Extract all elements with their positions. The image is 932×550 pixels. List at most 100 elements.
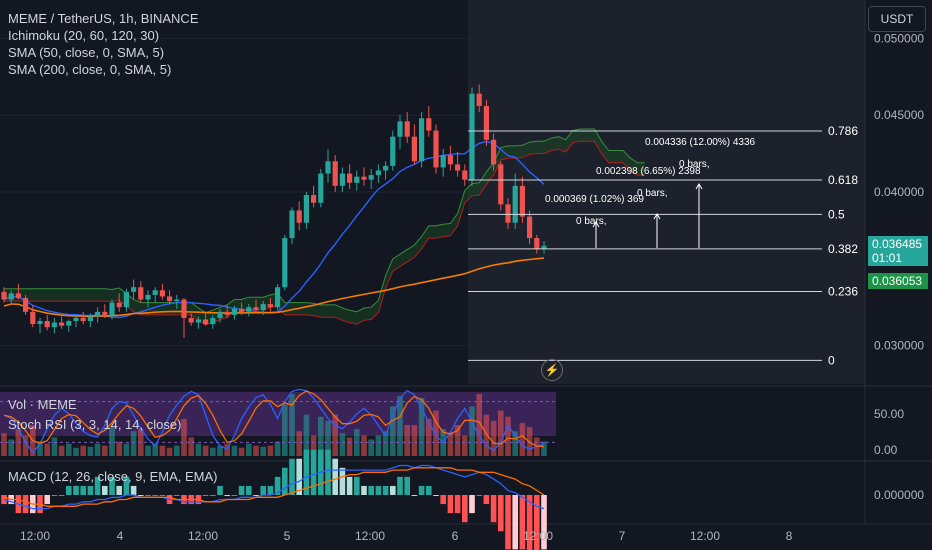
candle-body xyxy=(325,161,331,174)
volume-bar xyxy=(73,447,79,456)
candle-countdown: 01:01 xyxy=(872,251,903,265)
volume-bar xyxy=(253,445,259,456)
cloud-span-a xyxy=(4,128,645,314)
candle-body xyxy=(491,139,497,165)
volume-bar xyxy=(462,435,468,456)
candle-body xyxy=(440,155,446,168)
fib-retracement: 0.786 0.618 0.5 0.382 0.236 0 xyxy=(468,124,858,367)
time-tick: 4 xyxy=(117,529,124,543)
candle-body xyxy=(51,322,57,328)
measure-arrowhead xyxy=(592,221,600,228)
macd-histogram-bar xyxy=(87,485,94,495)
volume-bar xyxy=(289,394,295,456)
macd-histogram-bar xyxy=(202,495,209,496)
candle-body xyxy=(159,290,165,297)
volume-bar xyxy=(109,427,115,456)
time-tick: 12:00 xyxy=(690,529,720,543)
candle-body xyxy=(469,93,475,180)
volume-bar xyxy=(397,396,403,456)
measure-label: 0.002398 (6.65%) 2398 xyxy=(596,166,701,177)
candle-body xyxy=(527,216,533,239)
measure-bars: 0 bars, xyxy=(679,159,710,170)
volume-bar xyxy=(66,443,72,456)
candle-body xyxy=(361,176,367,180)
indicator-ichimoku[interactable]: Ichimoku (20, 60, 120, 30) xyxy=(8,28,160,43)
candle-body xyxy=(131,287,137,292)
macd-histogram-bar xyxy=(102,485,108,495)
macd-histogram-bar xyxy=(246,485,252,495)
time-tick: 12:00 xyxy=(188,529,218,543)
lightning-icon[interactable]: ⚡ xyxy=(541,359,563,381)
fib-level-label: 0.786 xyxy=(828,124,858,138)
macd-label[interactable]: MACD (12, 26, close, 9, EMA, EMA) xyxy=(8,469,218,484)
grid xyxy=(0,0,932,525)
candle-body xyxy=(483,105,489,140)
macd-histogram-bar xyxy=(260,485,266,495)
time-tick: 6 xyxy=(452,529,459,543)
currency-button[interactable]: USDT xyxy=(868,6,926,32)
measure-bars: 0 bars, xyxy=(576,216,607,227)
candle-body xyxy=(332,161,338,186)
candle-body xyxy=(80,317,86,322)
volume-bar xyxy=(116,441,122,456)
volume-bar xyxy=(404,425,410,456)
candle-body xyxy=(44,321,50,328)
macd-histogram-bar xyxy=(152,495,158,496)
macd-histogram-bar xyxy=(426,485,432,495)
candle-body xyxy=(152,290,158,295)
volume-label[interactable]: Vol · MEME xyxy=(8,397,77,412)
candle-body xyxy=(462,170,468,180)
candle-body xyxy=(37,321,43,325)
candle-body xyxy=(339,173,345,186)
macd-histogram-bar xyxy=(289,458,295,495)
macd-histogram-bar xyxy=(361,485,367,495)
time-tick: 8 xyxy=(786,529,793,543)
macd-histogram-bar xyxy=(267,485,274,495)
candle-body xyxy=(311,195,317,203)
volume-bar xyxy=(174,445,180,456)
volume-bar xyxy=(159,445,166,456)
volume-bar xyxy=(325,420,331,456)
indicator-sma-50[interactable]: SMA (50, close, 0, SMA, 5) xyxy=(8,45,165,60)
macd-histogram-bar xyxy=(282,467,288,495)
candle-body xyxy=(167,296,173,302)
volume-bar xyxy=(310,435,317,456)
macd-histogram-bar xyxy=(541,495,547,550)
macd-histogram-bar xyxy=(404,476,410,495)
ichimoku-price-tag: 0.036053 xyxy=(868,273,928,289)
time-tick: 7 xyxy=(619,529,626,543)
macd-histogram-bar xyxy=(159,495,166,496)
volume-bar xyxy=(51,437,58,456)
measure-label: 0.004336 (12.00%) 4336 xyxy=(645,137,756,148)
volume-bar xyxy=(238,447,245,456)
volume-bar xyxy=(368,439,374,456)
macd-histogram-bar xyxy=(123,476,130,495)
cloud-span-b xyxy=(4,140,645,326)
stoch-rsi-label[interactable]: Stoch RSI (3, 3, 14, 14, close) xyxy=(8,417,182,432)
volume-bar xyxy=(512,431,518,456)
candle-body xyxy=(253,307,259,311)
macd-histogram-bar xyxy=(483,495,490,505)
candle-body xyxy=(433,130,439,168)
macd-histogram-bar xyxy=(303,449,310,495)
symbol-title[interactable]: MEME / TetherUS, 1h, BINANCE xyxy=(8,11,199,26)
macd-histogram-bar xyxy=(332,458,338,495)
macd-histogram-bar xyxy=(382,485,389,495)
macd-histogram-bar xyxy=(80,485,86,495)
candle-body xyxy=(318,173,324,203)
macd-histogram-bar xyxy=(454,495,461,514)
price-tick: 0.045000 xyxy=(874,108,924,122)
candles xyxy=(1,84,547,338)
chart-legend: MEME / TetherUS, 1h, BINANCE Ichimoku (2… xyxy=(8,10,199,78)
macd-histogram-bar xyxy=(354,476,360,495)
volume-bar xyxy=(152,443,158,456)
indicator-sma-200[interactable]: SMA (200, close, 0, SMA, 5) xyxy=(8,62,172,77)
candle-body xyxy=(246,307,252,312)
volume-bar xyxy=(447,433,454,456)
volume-bar xyxy=(418,398,425,456)
candle-body xyxy=(534,238,540,249)
macd-histogram-bar xyxy=(339,467,346,495)
fib-level-label: 0 xyxy=(828,353,835,367)
macd xyxy=(1,449,547,550)
